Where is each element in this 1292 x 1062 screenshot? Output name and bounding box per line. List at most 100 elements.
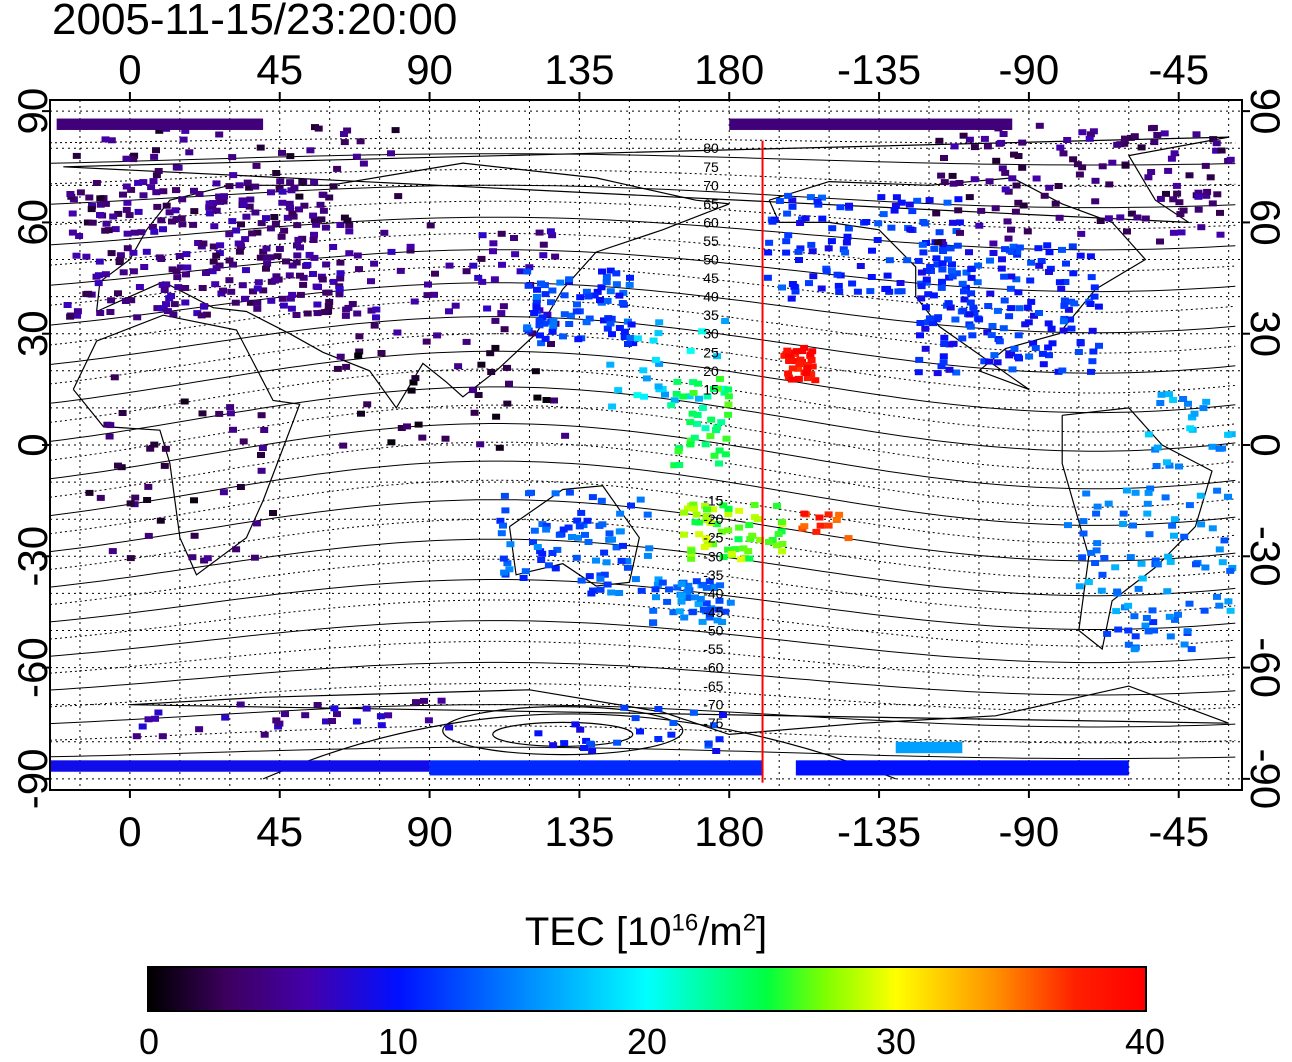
tec-cell	[106, 309, 115, 315]
colorbar-tick-label: 30	[875, 1021, 917, 1062]
tec-cell	[997, 265, 1006, 272]
tec-cell	[1013, 248, 1022, 255]
tec-cell	[927, 268, 935, 274]
tec-cell	[300, 202, 309, 209]
tec-cell	[934, 314, 943, 321]
tec-cell	[608, 403, 617, 410]
tec-band	[795, 760, 1129, 776]
tec-cell	[497, 230, 506, 237]
tec-cell	[296, 291, 305, 298]
contour-label: 75	[703, 159, 719, 175]
tec-cell	[709, 541, 718, 548]
tec-cell	[355, 348, 364, 355]
tec-cell	[1124, 627, 1133, 634]
tec-cell	[824, 245, 833, 252]
map-gridlines	[50, 100, 1242, 790]
tec-cell	[714, 606, 723, 613]
tec-cell	[160, 462, 169, 469]
tec-cell	[498, 261, 506, 268]
tec-cell	[596, 572, 605, 579]
mlat-contour	[50, 599, 1236, 647]
tec-cell	[704, 740, 713, 747]
tec-cell	[896, 280, 905, 286]
tec-cell	[225, 183, 234, 190]
tec-cell	[1092, 510, 1101, 517]
tec-cell	[958, 280, 967, 287]
tec-cell	[883, 285, 892, 292]
tec-cell	[1068, 243, 1077, 250]
tec-cell	[1130, 613, 1139, 620]
tec-cell	[114, 290, 122, 297]
tec-cell	[818, 215, 827, 222]
tec-cell	[107, 250, 116, 257]
tec-cell	[583, 517, 592, 524]
tec-cell	[137, 229, 146, 236]
tec-cell	[1104, 215, 1113, 222]
tec-cell	[1034, 245, 1043, 252]
tec-cell	[938, 266, 947, 273]
tec-cell	[784, 370, 793, 377]
tec-cell	[615, 292, 624, 299]
tec-cell	[275, 185, 284, 192]
tec-cell	[355, 266, 363, 273]
tec-cell	[677, 592, 686, 599]
tec-cell	[202, 311, 211, 318]
tec-cell	[1150, 627, 1159, 634]
tec-cell	[343, 217, 352, 224]
tec-cell	[162, 202, 171, 209]
tec-cell	[309, 271, 317, 277]
tec-cell	[679, 393, 688, 400]
tec-cell	[892, 194, 901, 201]
tec-cell	[212, 180, 221, 187]
tec-cell	[913, 197, 922, 204]
tec-cell	[809, 273, 818, 280]
tec-cell	[983, 329, 992, 336]
tec-cell	[575, 523, 584, 530]
tec-cell	[724, 527, 733, 534]
tec-cell	[1000, 297, 1009, 304]
tec-cell	[549, 742, 558, 749]
tec-cell	[703, 506, 711, 513]
tec-cell	[1202, 398, 1211, 405]
tec-cell	[1082, 490, 1091, 497]
tec-cell	[66, 191, 75, 197]
tec-cell	[1079, 530, 1088, 537]
tec-cell	[333, 165, 342, 172]
tec-cell	[1134, 585, 1143, 592]
tec-cell	[538, 521, 547, 528]
tec-cell	[1167, 155, 1176, 162]
tec-cell	[782, 238, 791, 245]
tec-cell	[533, 293, 541, 300]
tec-cell	[812, 528, 821, 535]
tec-cell	[1168, 522, 1177, 529]
tec-cell	[1008, 175, 1017, 182]
tec-cell	[669, 720, 678, 726]
tec-cell	[922, 267, 931, 274]
tec-cell	[944, 300, 953, 307]
tec-cell	[1213, 487, 1222, 494]
tec-cell	[808, 363, 817, 370]
tec-cell	[387, 150, 395, 157]
tec-cell	[800, 510, 809, 517]
tec-cell	[935, 137, 944, 144]
tec-cell	[803, 365, 812, 372]
tec-cell	[159, 226, 167, 233]
tec-cell	[573, 517, 582, 524]
tec-cell	[1055, 214, 1064, 221]
tec-cell	[253, 229, 262, 236]
tec-cell	[675, 462, 684, 468]
tec-cell	[710, 722, 718, 729]
tec-cell	[1090, 284, 1099, 291]
tec-cell	[121, 298, 130, 304]
tec-cell	[967, 266, 976, 273]
tec-cell	[956, 229, 964, 236]
tec-cell	[1014, 153, 1023, 159]
tec-cell	[377, 350, 386, 356]
tec-cell	[1045, 352, 1053, 359]
tec-cell	[544, 562, 553, 569]
tec-cell	[940, 155, 948, 161]
tec-cell	[977, 207, 986, 214]
tec-cell	[122, 183, 131, 190]
tec-cell	[420, 697, 428, 704]
tec-cell	[694, 380, 702, 387]
